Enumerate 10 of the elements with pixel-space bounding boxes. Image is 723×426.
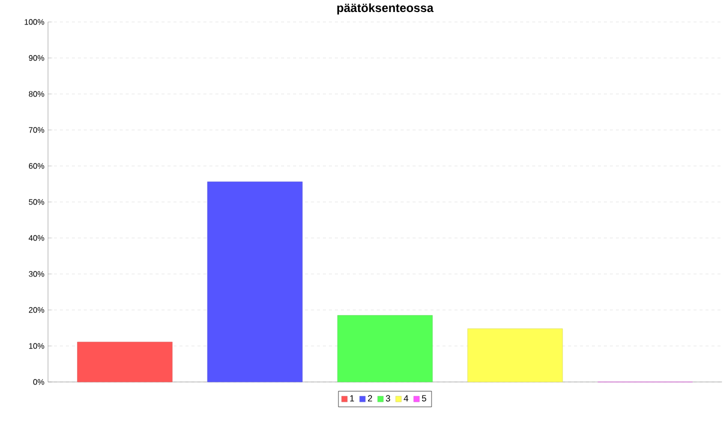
chart-title: päätöksenteossa bbox=[337, 3, 434, 14]
bar bbox=[77, 342, 173, 382]
bar bbox=[337, 315, 433, 382]
legend-label: 5 bbox=[422, 395, 426, 402]
legend-label: 2 bbox=[368, 395, 372, 402]
bar bbox=[467, 328, 563, 382]
legend-label: 4 bbox=[404, 395, 408, 402]
legend-label: 3 bbox=[386, 395, 390, 402]
bar bbox=[207, 182, 303, 382]
legend-label: 1 bbox=[350, 395, 354, 402]
